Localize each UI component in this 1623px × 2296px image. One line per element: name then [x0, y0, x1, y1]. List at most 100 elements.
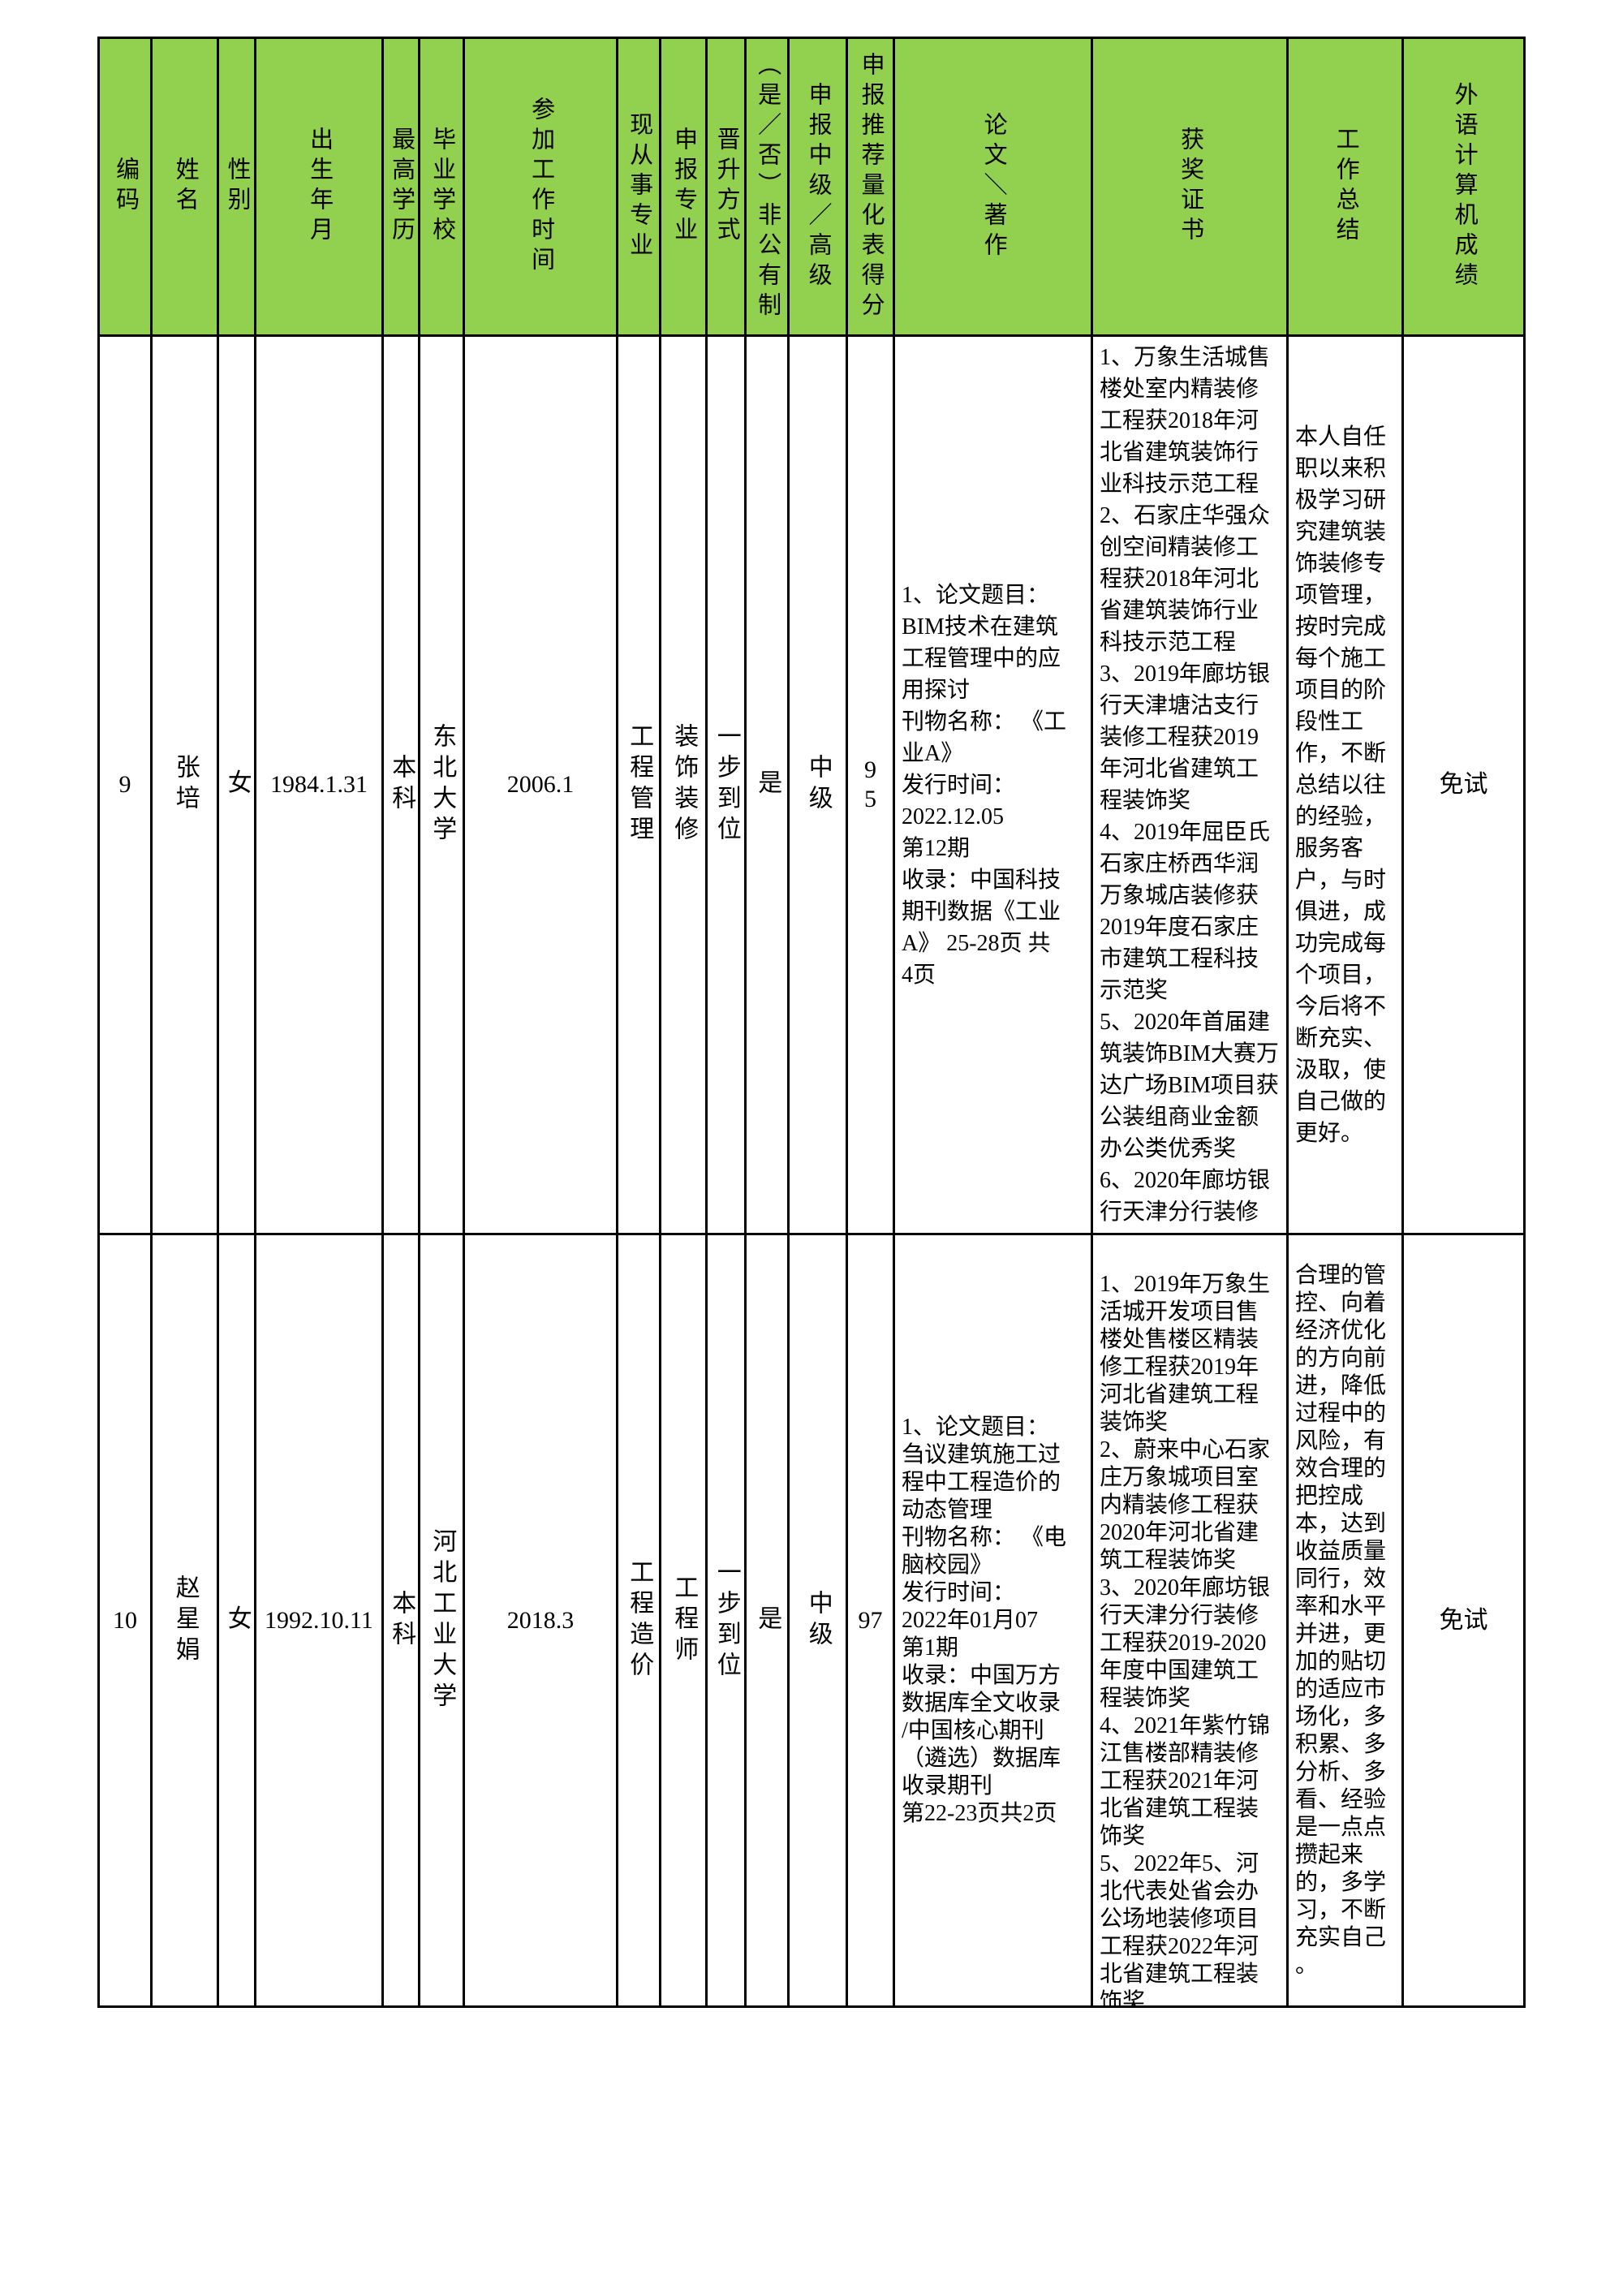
column-header-label: 工作总结: [1332, 127, 1359, 247]
cell-promotion: 一步到位: [705, 1233, 747, 2008]
applicant-table-container: 编码 姓名 性别 出生年月 最高学历 毕业学校 参加工作时间 现从事专业 申报专…: [97, 37, 1526, 2008]
column-header-promotion: 晋升方式: [705, 37, 747, 337]
column-header-label: 参加工作时间: [527, 97, 554, 277]
column-header-label: 姓名: [172, 157, 199, 217]
cell-current-major: 工程造价: [616, 1233, 661, 2008]
column-header-label: 论文＼著作: [980, 111, 1007, 262]
column-header-papers: 论文＼著作: [893, 37, 1093, 337]
cell-current-major: 工程管理: [616, 334, 661, 1235]
cell-education: 本科: [381, 1233, 420, 2008]
gender-value: 女: [223, 1605, 251, 1636]
cell-school: 河北工业大学: [418, 1233, 465, 2008]
name-value: 赵星娟: [171, 1574, 199, 1667]
cell-nonpublic: 是: [744, 334, 790, 1235]
nonpublic-value: 是: [754, 1605, 781, 1636]
education-value: 本科: [388, 754, 415, 816]
workstart-value: 2006.1: [506, 771, 575, 798]
column-header-label: 最高学历: [388, 127, 415, 247]
cell-level: 中级: [787, 1233, 848, 2008]
column-header-label: 申报中级／高级: [805, 81, 832, 292]
cell-papers: 1、论文题目： BIM技术在建筑 工程管理中的应 用探讨 刊物名称： 《工 业A…: [893, 334, 1093, 1235]
declared-major-value: 工程师: [670, 1574, 698, 1667]
column-header-name: 姓名: [150, 37, 219, 337]
cell-code: 10: [97, 1233, 153, 2008]
cell-declared-major: 工程师: [659, 1233, 708, 2008]
current-major-value: 工程管理: [626, 723, 653, 846]
column-header-awards: 获奖证书: [1091, 37, 1289, 337]
column-header-workstart: 参加工作时间: [463, 37, 618, 337]
column-header-label: 获奖证书: [1177, 127, 1203, 247]
declared-major-value: 装饰装修: [670, 723, 698, 846]
cell-gender: 女: [217, 1233, 256, 2008]
school-value: 东北大学: [428, 723, 456, 846]
table-row: 9 张培 女 1984.1.31 本科 东北大学 2006.1 工程管理 装饰装…: [97, 334, 1526, 1235]
cell-awards: 1、2019年万象生 活城开发项目售 楼处售楼区精装 修工程获2019年 河北省…: [1091, 1233, 1289, 2008]
table-row: 10 赵星娟 女 1992.10.11 本科 河北工业大学 2018.3 工程造…: [97, 1233, 1526, 2008]
cell-gender: 女: [217, 334, 256, 1235]
column-header-current-major: 现从事专业: [616, 37, 661, 337]
column-header-level: 申报中级／高级: [787, 37, 848, 337]
education-value: 本科: [388, 1589, 415, 1652]
column-header-education: 最高学历: [381, 37, 420, 337]
cell-exam: 免试: [1401, 334, 1526, 1235]
code-value: 10: [113, 1606, 137, 1634]
column-header-nonpublic: （是／否）非公有制: [744, 37, 790, 337]
cell-promotion: 一步到位: [705, 334, 747, 1235]
awards-text: 1、万象生活城售 楼处室内精装修 工程获2018年河 北省建筑装饰行 业科技示范…: [1100, 345, 1279, 1225]
column-header-label: （是／否）非公有制: [754, 51, 781, 322]
papers-text: 1、论文题目： BIM技术在建筑 工程管理中的应 用探讨 刊物名称： 《工 业A…: [902, 582, 1067, 988]
promotion-value: 一步到位: [712, 723, 740, 846]
cell-name: 赵星娟: [150, 1233, 219, 2008]
column-header-label: 出生年月: [306, 127, 333, 247]
header-row: 编码 姓名 性别 出生年月 最高学历 毕业学校 参加工作时间 现从事专业 申报专…: [97, 37, 1526, 337]
summary-text: 本人自任 职以来积 极学习研 究建筑装 饰装修专 项管理， 按时完成 每个施工 …: [1295, 424, 1387, 1146]
promotion-value: 一步到位: [712, 1558, 740, 1682]
column-header-score: 申报推荐量化表得分: [846, 37, 895, 337]
code-value: 9: [118, 771, 131, 798]
cell-exam: 免试: [1401, 1233, 1526, 2008]
cell-score: 9 5: [846, 334, 895, 1235]
level-value: 中级: [804, 754, 832, 816]
column-header-birth: 出生年月: [254, 37, 384, 337]
cell-workstart: 2006.1: [463, 334, 618, 1235]
column-header-code: 编码: [97, 37, 153, 337]
awards-text: 1、2019年万象生 活城开发项目售 楼处售楼区精装 修工程获2019年 河北省…: [1100, 1272, 1271, 2005]
gender-value: 女: [223, 769, 251, 800]
column-header-school: 毕业学校: [418, 37, 465, 337]
workstart-value: 2018.3: [506, 1606, 575, 1634]
column-header-label: 编码: [112, 157, 139, 217]
exam-value: 免试: [1439, 1606, 1488, 1634]
cell-code: 9: [97, 334, 153, 1235]
column-header-declared-major: 申报专业: [659, 37, 708, 337]
column-header-label: 申报专业: [670, 127, 697, 247]
cell-level: 中级: [787, 334, 848, 1235]
column-header-label: 外语计算机成绩: [1451, 81, 1478, 292]
column-header-label: 性别: [224, 157, 251, 217]
column-header-gender: 性别: [217, 37, 256, 337]
summary-text: 合理的管 控、向着 经济优化 的方向前 进，降低 过程中的 风险，有 效合理的 …: [1295, 1262, 1387, 1978]
cell-papers: 1、论文题目： 刍议建筑施工过 程中工程造价的 动态管理 刊物名称： 《电 脑校…: [893, 1233, 1093, 2008]
cell-name: 张培: [150, 334, 219, 1235]
exam-value: 免试: [1439, 771, 1488, 798]
applicant-table: 编码 姓名 性别 出生年月 最高学历 毕业学校 参加工作时间 现从事专业 申报专…: [97, 37, 1526, 2008]
nonpublic-value: 是: [754, 769, 781, 800]
cell-summary: 本人自任 职以来积 极学习研 究建筑装 饰装修专 项管理， 按时完成 每个施工 …: [1286, 334, 1404, 1235]
cell-workstart: 2018.3: [463, 1233, 618, 2008]
cell-education: 本科: [381, 334, 420, 1235]
cell-birth: 1992.10.11: [254, 1233, 384, 2008]
cell-summary: 合理的管 控、向着 经济优化 的方向前 进，降低 过程中的 风险，有 效合理的 …: [1286, 1233, 1404, 2008]
cell-score: 97: [846, 1233, 895, 2008]
score-value: 9 5: [864, 756, 876, 812]
column-header-exam: 外语计算机成绩: [1401, 37, 1526, 337]
cell-school: 东北大学: [418, 334, 465, 1235]
cell-nonpublic: 是: [744, 1233, 790, 2008]
score-value: 97: [858, 1606, 883, 1634]
cell-awards: 1、万象生活城售 楼处室内精装修 工程获2018年河 北省建筑装饰行 业科技示范…: [1091, 334, 1289, 1235]
cell-birth: 1984.1.31: [254, 334, 384, 1235]
cell-declared-major: 装饰装修: [659, 334, 708, 1235]
column-header-label: 现从事专业: [626, 111, 652, 262]
column-header-label: 申报推荐量化表得分: [858, 51, 885, 322]
column-header-label: 毕业学校: [428, 127, 455, 247]
column-header-summary: 工作总结: [1286, 37, 1404, 337]
current-major-value: 工程造价: [626, 1558, 653, 1682]
